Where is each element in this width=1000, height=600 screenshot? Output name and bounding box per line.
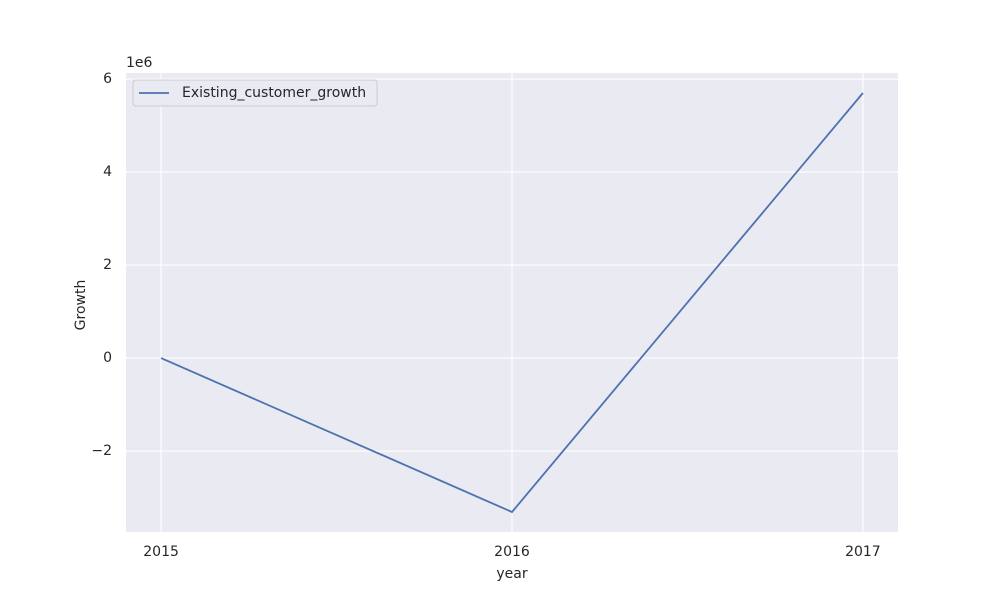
x-tick-label: 2017 bbox=[845, 544, 881, 560]
y-tick-label: 2 bbox=[103, 257, 112, 273]
legend: Existing_customer_growth bbox=[132, 79, 378, 107]
x-axis-label: year bbox=[496, 566, 527, 582]
legend-label: Existing_customer_growth bbox=[182, 85, 366, 101]
y-tick-label: 6 bbox=[103, 71, 112, 87]
x-tick-label: 2015 bbox=[143, 544, 179, 560]
y-offset-label: 1e6 bbox=[126, 55, 153, 71]
data-line bbox=[160, 92, 864, 514]
x-tick-label: 2016 bbox=[494, 544, 530, 560]
y-tick-label: −2 bbox=[91, 443, 112, 459]
y-tick-label: 4 bbox=[103, 164, 112, 180]
legend-box bbox=[132, 79, 378, 107]
y-axis-label: Growth bbox=[73, 280, 89, 331]
y-tick-label: 0 bbox=[103, 350, 112, 366]
